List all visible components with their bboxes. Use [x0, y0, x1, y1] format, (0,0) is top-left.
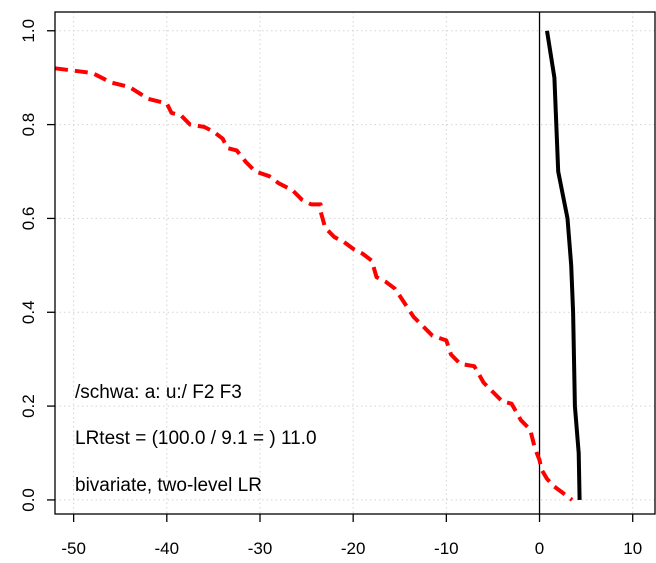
plot-frame: [54, 11, 656, 515]
x-tick-label: 10: [623, 539, 642, 558]
x-tick-label: -50: [61, 539, 86, 558]
x-tick-label: -40: [155, 539, 180, 558]
y-tick-label: 0.2: [19, 394, 38, 418]
y-tick-label: 0.8: [19, 113, 38, 137]
y-tick-label: 0.0: [19, 488, 38, 512]
y-tick-label: 0.6: [19, 207, 38, 231]
y-tick-label: 1.0: [19, 19, 38, 43]
series-line-red-dashed: [54, 66, 574, 502]
x-tick-label: -10: [434, 539, 459, 558]
x-tick-label: 0: [535, 539, 544, 558]
annotation-model-label: /schwa: a: u:/ F2 F3: [75, 382, 242, 403]
annotation-method: bivariate, two-level LR: [75, 475, 262, 496]
annotation-lrtest: LRtest = (100.0 / 9.1 = ) 11.0: [75, 428, 317, 449]
x-tick-label: -20: [341, 539, 366, 558]
x-axis: -50 -40 -30 -20 -10 0 10: [61, 514, 642, 558]
y-tick-label: 0.4: [19, 300, 38, 324]
y-axis: 0.0 0.2 0.4 0.6 0.8 1.0: [19, 19, 55, 512]
series-layer: [54, 30, 582, 502]
x-tick-label: -30: [248, 539, 273, 558]
series-line-black-solid: [545, 30, 582, 500]
